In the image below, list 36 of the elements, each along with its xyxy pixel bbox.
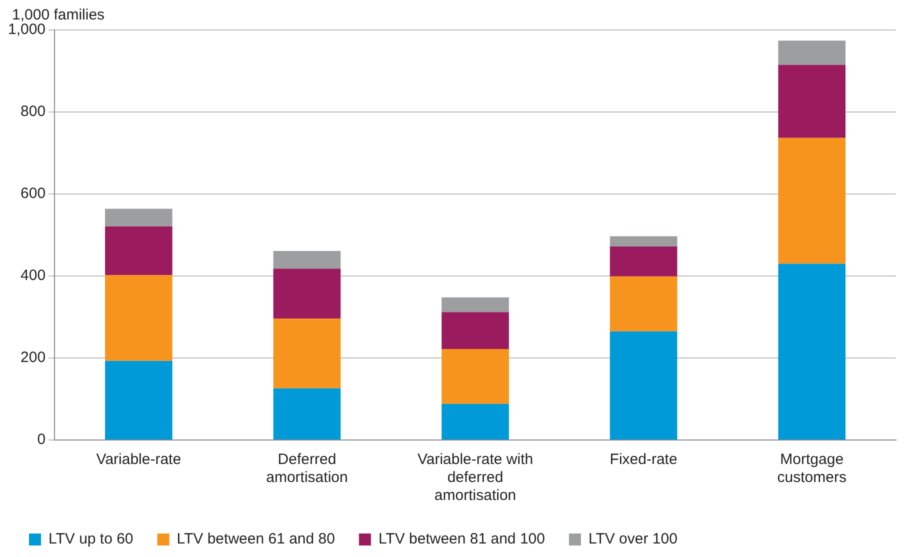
bar [105, 208, 172, 226]
bar [778, 64, 846, 138]
legend-label: LTV between 61 and 80 [176, 530, 335, 548]
bar [273, 250, 341, 269]
legend-label: LTV over 100 [588, 530, 678, 548]
bar [273, 268, 341, 319]
bar [610, 246, 678, 276]
bar [610, 236, 678, 246]
legend-label: LTV up to 60 [48, 530, 134, 548]
y-tick-label: 1,000 [8, 21, 46, 38]
y-tick-label: 600 [20, 185, 46, 202]
x-tick-label: Variable-rate [96, 451, 182, 468]
bar [273, 388, 341, 440]
bar [105, 275, 172, 361]
bar [105, 360, 172, 440]
bar [273, 318, 341, 388]
bar [442, 404, 509, 440]
x-tick-label: Mortgage customers [777, 451, 846, 486]
bar [778, 138, 846, 264]
y-tick-label: 800 [20, 103, 46, 120]
legend-label: LTV between 81 and 100 [378, 530, 545, 548]
bar [105, 226, 172, 276]
bar [778, 264, 846, 440]
y-tick-label: 0 [37, 431, 46, 448]
bar [442, 297, 509, 312]
bar [610, 331, 678, 440]
x-tick-label: Fixed-rate [610, 451, 678, 468]
y-tick-label: 400 [20, 267, 46, 284]
x-tick-label: Variable-rate with deferred amortisation [417, 451, 534, 504]
y-tick-label: 200 [20, 349, 46, 366]
bar [610, 276, 678, 332]
bar [778, 40, 846, 65]
bar [442, 348, 509, 404]
y-axis-title: 1,000 families [12, 6, 105, 24]
bar [442, 312, 509, 349]
x-tick-label: Deferred amortisation [266, 451, 348, 486]
